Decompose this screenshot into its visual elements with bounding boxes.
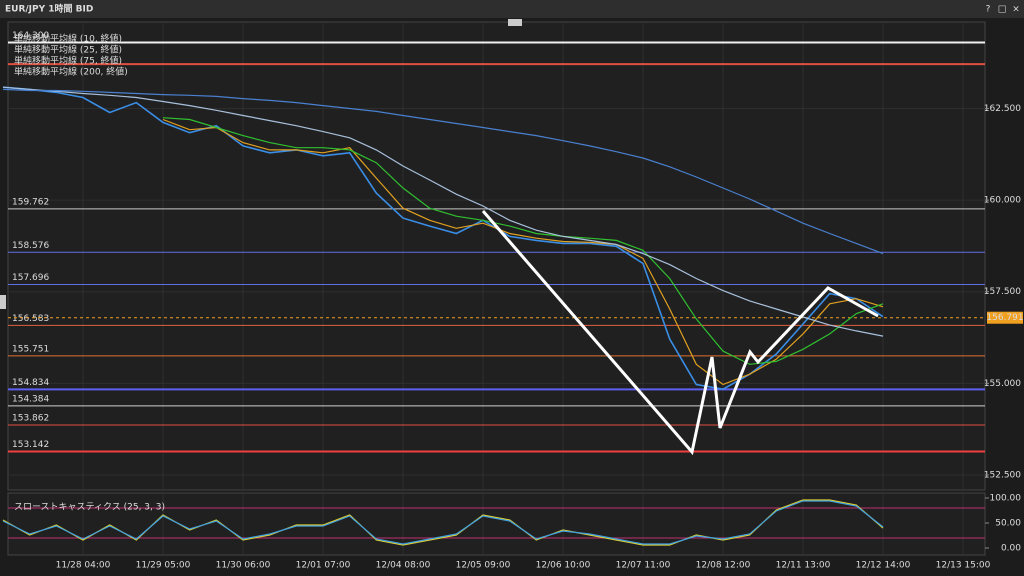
y-tick-label: 162.500 [984, 104, 1021, 114]
series-line [162, 118, 884, 386]
close-button[interactable]: × [1012, 5, 1020, 15]
x-tick-label: 11/29 05:00 [136, 561, 191, 571]
panel-title: スローストキャスティクス (25, 3, 3) [14, 502, 165, 513]
x-tick-label: 11/28 04:00 [56, 561, 111, 571]
series-line [2, 86, 884, 337]
series-line [162, 117, 884, 365]
series-line [2, 88, 884, 255]
level-label: 154.384 [12, 394, 49, 404]
y-tick-label: 0.00 [1001, 544, 1021, 554]
y-tick-label: 50.00 [995, 519, 1021, 529]
window-title: EUR/JPY 1時間 BID [5, 3, 93, 15]
legend-entry: 単純移動平均線 (10, 終値) [14, 33, 122, 45]
x-tick-label: 12/13 15:00 [936, 561, 991, 571]
level-label: 159.762 [12, 197, 49, 207]
wave-drawing [481, 210, 879, 456]
level-label: 153.862 [12, 414, 49, 424]
level-label: 156.583 [12, 314, 49, 324]
collapse-tab[interactable] [508, 19, 522, 26]
x-tick-label: 12/05 09:00 [456, 561, 511, 571]
level-label: 153.142 [12, 440, 49, 450]
stochastic-panel [7, 492, 986, 556]
y-tick-label: 152.500 [984, 470, 1021, 480]
level-label: 155.751 [12, 344, 49, 354]
side-tab[interactable] [0, 295, 6, 309]
legend-entry: 単純移動平均線 (200, 終値) [14, 66, 128, 78]
level-label: 157.696 [12, 273, 49, 283]
level-label: 154.834 [12, 378, 49, 388]
main-panel [7, 21, 986, 491]
x-tick-label: 12/08 12:00 [696, 561, 751, 571]
current-price-box [987, 311, 1023, 324]
help-button[interactable]: ? [986, 5, 991, 15]
title-bar [0, 0, 1024, 18]
y-tick-label: 160.000 [984, 196, 1021, 206]
x-tick-label: 12/11 13:00 [776, 561, 831, 571]
x-tick-label: 12/12 14:00 [856, 561, 911, 571]
level-label: 164.300 [12, 31, 49, 41]
y-tick-label: 155.000 [984, 379, 1021, 389]
current-price-label: 156.791 [986, 313, 1023, 323]
x-tick-label: 11/30 06:00 [216, 561, 271, 571]
legend-entry: 単純移動平均線 (25, 終値) [14, 44, 122, 56]
level-label: 158.576 [12, 241, 49, 251]
series-line [2, 86, 884, 391]
legend-entry: 単純移動平均線 (75, 終値) [14, 55, 122, 67]
x-tick-label: 12/07 11:00 [616, 561, 671, 571]
maximize-button[interactable]: □ [998, 5, 1007, 15]
x-tick-label: 12/01 07:00 [296, 561, 351, 571]
x-tick-label: 12/04 08:00 [376, 561, 431, 571]
y-tick-label: 100.00 [990, 494, 1022, 504]
x-tick-label: 12/06 10:00 [536, 561, 591, 571]
series-line [2, 500, 884, 545]
y-tick-label: 157.500 [984, 287, 1021, 297]
